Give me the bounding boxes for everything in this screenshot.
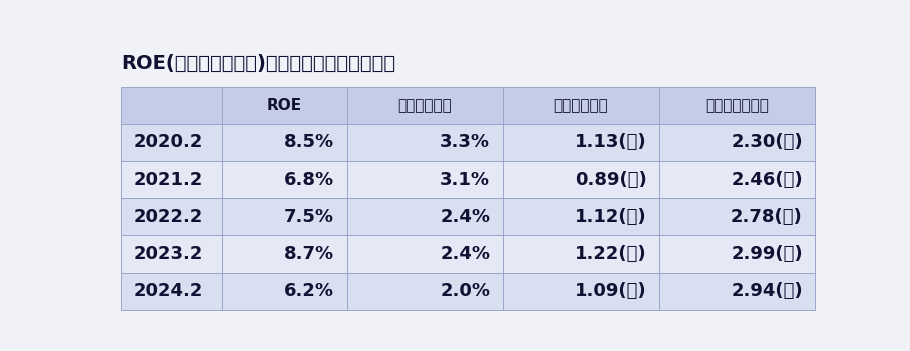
Text: 2.94(倍): 2.94(倍) (731, 282, 803, 300)
Text: 8.7%: 8.7% (284, 245, 334, 263)
Text: 2.30(倍): 2.30(倍) (731, 133, 803, 152)
Text: 2.4%: 2.4% (440, 208, 490, 226)
FancyBboxPatch shape (347, 124, 503, 161)
FancyBboxPatch shape (347, 272, 503, 310)
FancyBboxPatch shape (659, 272, 815, 310)
FancyBboxPatch shape (121, 124, 221, 161)
FancyBboxPatch shape (503, 87, 659, 124)
FancyBboxPatch shape (503, 161, 659, 198)
FancyBboxPatch shape (221, 87, 347, 124)
Text: ROE(自己資本利益率)の分解と上昇・下降要因: ROE(自己資本利益率)の分解と上昇・下降要因 (121, 54, 395, 73)
Text: 1.09(回): 1.09(回) (575, 282, 646, 300)
Text: 2.46(倍): 2.46(倍) (731, 171, 803, 188)
FancyBboxPatch shape (347, 161, 503, 198)
FancyBboxPatch shape (121, 272, 221, 310)
Text: 2.4%: 2.4% (440, 245, 490, 263)
FancyBboxPatch shape (121, 236, 221, 272)
FancyBboxPatch shape (347, 198, 503, 236)
FancyBboxPatch shape (659, 161, 815, 198)
FancyBboxPatch shape (221, 124, 347, 161)
FancyBboxPatch shape (659, 124, 815, 161)
Text: 1.22(回): 1.22(回) (575, 245, 646, 263)
FancyBboxPatch shape (221, 272, 347, 310)
Text: 8.5%: 8.5% (284, 133, 334, 152)
Text: 2021.2: 2021.2 (134, 171, 203, 188)
Text: 2.0%: 2.0% (440, 282, 490, 300)
Text: 1.12(回): 1.12(回) (575, 208, 646, 226)
Text: 当期利純益率: 当期利純益率 (398, 98, 452, 113)
Text: 1.13(回): 1.13(回) (575, 133, 646, 152)
Text: 7.5%: 7.5% (284, 208, 334, 226)
Text: 6.8%: 6.8% (284, 171, 334, 188)
Text: 3.1%: 3.1% (440, 171, 490, 188)
Text: 総資本回転率: 総資本回転率 (553, 98, 609, 113)
Text: 0.89(回): 0.89(回) (575, 171, 646, 188)
FancyBboxPatch shape (347, 87, 503, 124)
FancyBboxPatch shape (659, 236, 815, 272)
FancyBboxPatch shape (503, 124, 659, 161)
Text: 財務レバレッジ: 財務レバレッジ (705, 98, 769, 113)
FancyBboxPatch shape (503, 272, 659, 310)
Text: 6.2%: 6.2% (284, 282, 334, 300)
FancyBboxPatch shape (121, 87, 221, 124)
Text: 2022.2: 2022.2 (134, 208, 203, 226)
Text: 2.99(倍): 2.99(倍) (731, 245, 803, 263)
FancyBboxPatch shape (503, 198, 659, 236)
Text: 3.3%: 3.3% (440, 133, 490, 152)
Text: 2024.2: 2024.2 (134, 282, 203, 300)
Text: 2020.2: 2020.2 (134, 133, 203, 152)
FancyBboxPatch shape (221, 236, 347, 272)
FancyBboxPatch shape (121, 161, 221, 198)
FancyBboxPatch shape (347, 236, 503, 272)
Text: ROE: ROE (267, 98, 301, 113)
FancyBboxPatch shape (659, 87, 815, 124)
Text: 2023.2: 2023.2 (134, 245, 203, 263)
FancyBboxPatch shape (221, 161, 347, 198)
FancyBboxPatch shape (503, 236, 659, 272)
FancyBboxPatch shape (221, 198, 347, 236)
FancyBboxPatch shape (121, 198, 221, 236)
FancyBboxPatch shape (659, 198, 815, 236)
Text: 2.78(倍): 2.78(倍) (731, 208, 803, 226)
